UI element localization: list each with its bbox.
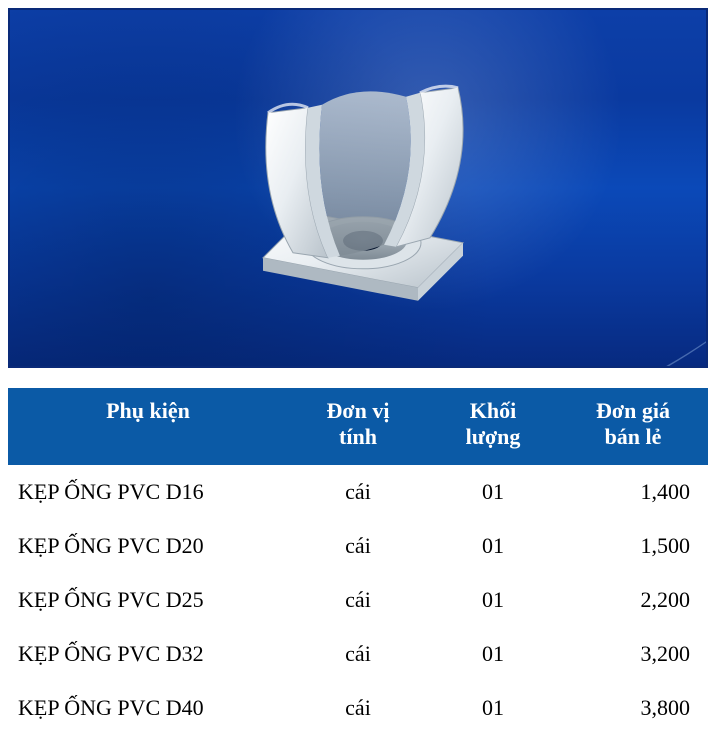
cell-unit: cái <box>288 519 428 573</box>
table-body: KẸP ỐNG PVC D16 cái 01 1,400 KẸP ỐNG PVC… <box>8 465 708 735</box>
col-header-text: Đơn vị <box>327 398 390 423</box>
pvc-pipe-clip-icon <box>208 53 508 313</box>
cell-name: KẸP ỐNG PVC D20 <box>8 519 288 573</box>
cell-name: KẸP ỐNG PVC D16 <box>8 465 288 519</box>
cell-price: 1,400 <box>558 465 708 519</box>
cell-price: 3,200 <box>558 627 708 681</box>
col-header-text: tính <box>339 424 377 449</box>
cell-unit: cái <box>288 627 428 681</box>
cell-unit: cái <box>288 465 428 519</box>
cell-price: 2,200 <box>558 573 708 627</box>
col-header-name: Phụ kiện <box>8 388 288 465</box>
product-hero-image <box>8 8 708 368</box>
col-header-text: Đơn giá <box>596 398 670 423</box>
table-row: KẸP ỐNG PVC D16 cái 01 1,400 <box>8 465 708 519</box>
table-row: KẸP ỐNG PVC D32 cái 01 3,200 <box>8 627 708 681</box>
table-row: KẸP ỐNG PVC D20 cái 01 1,500 <box>8 519 708 573</box>
cell-price: 1,500 <box>558 519 708 573</box>
cell-qty: 01 <box>428 465 558 519</box>
col-header-text: Khối <box>470 398 516 423</box>
col-header-text: lượng <box>466 424 521 449</box>
cell-qty: 01 <box>428 519 558 573</box>
cell-name: KẸP ỐNG PVC D25 <box>8 573 288 627</box>
col-header-text: Phụ kiện <box>106 398 190 423</box>
col-header-unit: Đơn vị tính <box>288 388 428 465</box>
cell-name: KẸP ỐNG PVC D32 <box>8 627 288 681</box>
pricing-table: Phụ kiện Đơn vị tính Khối lượng Đơn giá … <box>8 388 708 735</box>
table-row: KẸP ỐNG PVC D25 cái 01 2,200 <box>8 573 708 627</box>
cell-unit: cái <box>288 573 428 627</box>
col-header-price: Đơn giá bán lẻ <box>558 388 708 465</box>
cell-qty: 01 <box>428 627 558 681</box>
col-header-text: bán lẻ <box>605 424 662 449</box>
cell-qty: 01 <box>428 573 558 627</box>
col-header-qty: Khối lượng <box>428 388 558 465</box>
table-header-row: Phụ kiện Đơn vị tính Khối lượng Đơn giá … <box>8 388 708 465</box>
